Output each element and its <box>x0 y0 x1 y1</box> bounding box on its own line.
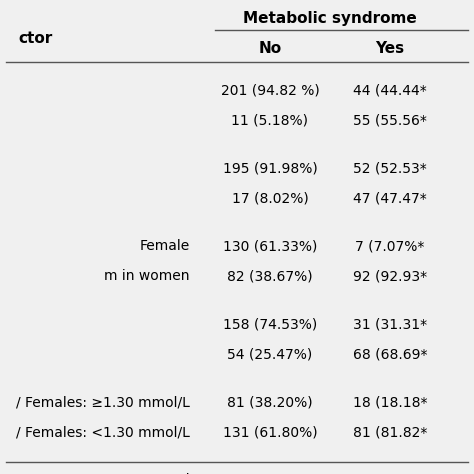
Text: 11 (5.18%): 11 (5.18%) <box>231 113 309 127</box>
Text: No: No <box>258 40 282 55</box>
Text: 44 (44.44*: 44 (44.44* <box>353 83 427 97</box>
Text: 54 (25.47%): 54 (25.47%) <box>228 347 313 361</box>
Text: 130 (61.33%): 130 (61.33%) <box>223 239 317 253</box>
Text: / Females: <1.30 mmol/L: / Females: <1.30 mmol/L <box>16 425 190 439</box>
Text: 158 (74.53%): 158 (74.53%) <box>223 317 317 331</box>
Text: 55 (55.56*: 55 (55.56* <box>353 113 427 127</box>
Text: 81 (38.20%): 81 (38.20%) <box>227 395 313 409</box>
Text: 81 (81.82*: 81 (81.82* <box>353 425 427 439</box>
Text: 195 (91.98%): 195 (91.98%) <box>223 161 318 175</box>
Text: 18 (18.18*: 18 (18.18* <box>353 395 427 409</box>
Text: Female: Female <box>140 239 190 253</box>
Text: 68 (68.69*: 68 (68.69* <box>353 347 427 361</box>
Text: Metabolic syndrome: Metabolic syndrome <box>243 10 417 26</box>
Text: 17 (8.02%): 17 (8.02%) <box>232 191 309 205</box>
Text: 92 (92.93*: 92 (92.93* <box>353 269 427 283</box>
Text: 212 (68.16%): 212 (68.16%) <box>223 473 317 474</box>
Text: m in women: m in women <box>104 269 190 283</box>
Text: 82 (38.67%): 82 (38.67%) <box>227 269 313 283</box>
Text: / Females: ≥1.30 mmol/L: / Females: ≥1.30 mmol/L <box>16 395 190 409</box>
Text: 7 (7.07%*: 7 (7.07%* <box>356 239 425 253</box>
Text: 131 (61.80%): 131 (61.80%) <box>223 425 317 439</box>
Text: Yes: Yes <box>375 40 405 55</box>
Text: 99 (31.83*: 99 (31.83* <box>353 473 427 474</box>
Text: 47 (47.47*: 47 (47.47* <box>353 191 427 205</box>
Text: Total: Total <box>157 473 190 474</box>
Text: 201 (94.82 %): 201 (94.82 %) <box>220 83 319 97</box>
Text: ctor: ctor <box>18 30 52 46</box>
Text: 52 (52.53*: 52 (52.53* <box>353 161 427 175</box>
Text: 31 (31.31*: 31 (31.31* <box>353 317 427 331</box>
